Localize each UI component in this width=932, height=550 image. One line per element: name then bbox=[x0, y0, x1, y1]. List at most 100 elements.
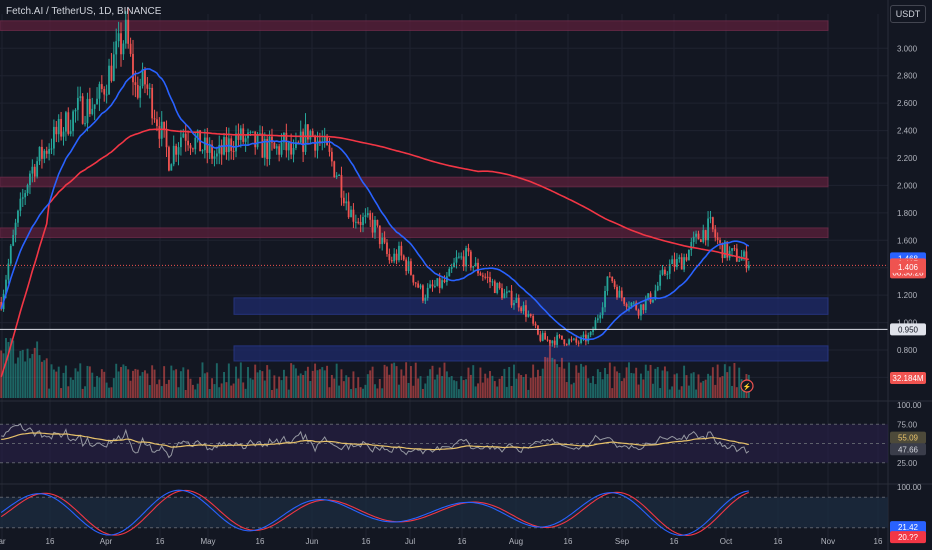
volume-bar bbox=[587, 378, 590, 398]
candle-body bbox=[215, 153, 218, 157]
candle-body bbox=[295, 142, 297, 149]
candle-body bbox=[153, 118, 156, 120]
candle-body bbox=[606, 276, 609, 291]
candle-body bbox=[43, 150, 46, 159]
volume-bar bbox=[417, 378, 420, 398]
candle-body bbox=[352, 209, 355, 222]
candle-body bbox=[232, 150, 235, 152]
volume-bar bbox=[26, 348, 29, 398]
candle-body bbox=[350, 209, 352, 218]
candle-body bbox=[318, 140, 321, 142]
time-tick-label: May bbox=[200, 537, 215, 546]
candle-body bbox=[345, 201, 348, 204]
candle-body bbox=[31, 166, 34, 174]
volume-bar bbox=[635, 367, 638, 398]
candle-body bbox=[496, 283, 499, 293]
volume-bar bbox=[642, 379, 645, 398]
volume-bar bbox=[28, 358, 31, 398]
volume-bar bbox=[508, 367, 511, 398]
candle-body bbox=[160, 121, 163, 139]
candle-body bbox=[333, 161, 336, 178]
candle-body bbox=[510, 290, 513, 306]
volume-bar bbox=[323, 370, 326, 398]
stoch-k-line bbox=[0, 489, 749, 536]
volume-bar bbox=[232, 383, 235, 398]
volume-bar bbox=[431, 365, 434, 398]
volume-bar bbox=[592, 376, 595, 398]
candle-body bbox=[283, 132, 285, 143]
candle-body bbox=[568, 339, 570, 345]
candle-body bbox=[735, 248, 738, 262]
currency-selector[interactable]: USDT bbox=[890, 5, 926, 23]
volume-bar bbox=[235, 366, 237, 398]
candle-body bbox=[630, 302, 633, 307]
price-tick-label: 1.200 bbox=[897, 291, 918, 300]
volume-bar bbox=[304, 370, 307, 398]
volume-bar bbox=[151, 365, 154, 398]
candle-body bbox=[594, 320, 597, 331]
volume-bar bbox=[695, 389, 698, 398]
volume-bar bbox=[599, 372, 602, 398]
volume-bar bbox=[282, 369, 285, 398]
candle-body bbox=[671, 259, 674, 265]
volume-bar bbox=[378, 378, 381, 398]
stoch-band bbox=[0, 497, 888, 528]
candle-body bbox=[652, 299, 654, 303]
candle-body bbox=[194, 137, 197, 150]
candle-body bbox=[486, 276, 489, 278]
candle-body bbox=[424, 297, 427, 301]
candle-body bbox=[122, 43, 125, 55]
candle-body bbox=[9, 245, 12, 264]
lightning-icon[interactable] bbox=[740, 379, 754, 393]
candle-body bbox=[431, 284, 434, 287]
volume-bar bbox=[120, 367, 122, 398]
volume-bar bbox=[278, 376, 281, 398]
candle-body bbox=[673, 259, 676, 268]
volume-bar bbox=[402, 375, 405, 398]
volume-bar bbox=[2, 353, 5, 398]
volume-bar bbox=[553, 359, 556, 398]
volume-bar bbox=[474, 386, 477, 398]
candle-body bbox=[623, 297, 626, 304]
candle-body bbox=[33, 166, 36, 177]
volume-bar bbox=[465, 379, 468, 398]
volume-bar bbox=[50, 364, 53, 398]
volume-bar bbox=[651, 383, 654, 398]
volume-bar bbox=[381, 388, 384, 398]
candle-body bbox=[306, 124, 309, 140]
candle-body bbox=[702, 230, 705, 242]
candle-body bbox=[165, 128, 168, 148]
volume-bar bbox=[735, 387, 738, 398]
candle-body bbox=[489, 277, 491, 283]
candle-body bbox=[378, 225, 381, 245]
volume-bar bbox=[115, 363, 118, 398]
candle-body bbox=[723, 241, 726, 259]
supply-zone bbox=[0, 227, 829, 239]
candle-body bbox=[158, 126, 161, 139]
candle-body bbox=[558, 335, 561, 337]
candle-body bbox=[251, 131, 254, 133]
candle-body bbox=[493, 281, 496, 293]
candle-body bbox=[618, 290, 621, 298]
volume-bar bbox=[390, 363, 393, 398]
candle-body bbox=[419, 285, 422, 288]
candle-body bbox=[175, 145, 178, 155]
volume-bar bbox=[36, 341, 39, 398]
candle-body bbox=[117, 33, 120, 42]
volume-bar bbox=[227, 363, 230, 398]
candle-body bbox=[369, 213, 372, 220]
candle-body bbox=[26, 185, 29, 194]
volume-bar bbox=[659, 388, 662, 398]
volume-bar bbox=[445, 371, 448, 398]
volume-bar bbox=[477, 383, 479, 398]
volume-bar bbox=[716, 364, 719, 398]
time-tick-label: Nov bbox=[821, 537, 835, 546]
candle-body bbox=[601, 307, 604, 316]
volume-bar bbox=[14, 363, 17, 398]
candle-body bbox=[683, 257, 686, 270]
candle-body bbox=[64, 112, 67, 132]
volume-bar bbox=[505, 386, 508, 398]
candle-body bbox=[287, 142, 290, 151]
candle-body bbox=[546, 339, 549, 341]
